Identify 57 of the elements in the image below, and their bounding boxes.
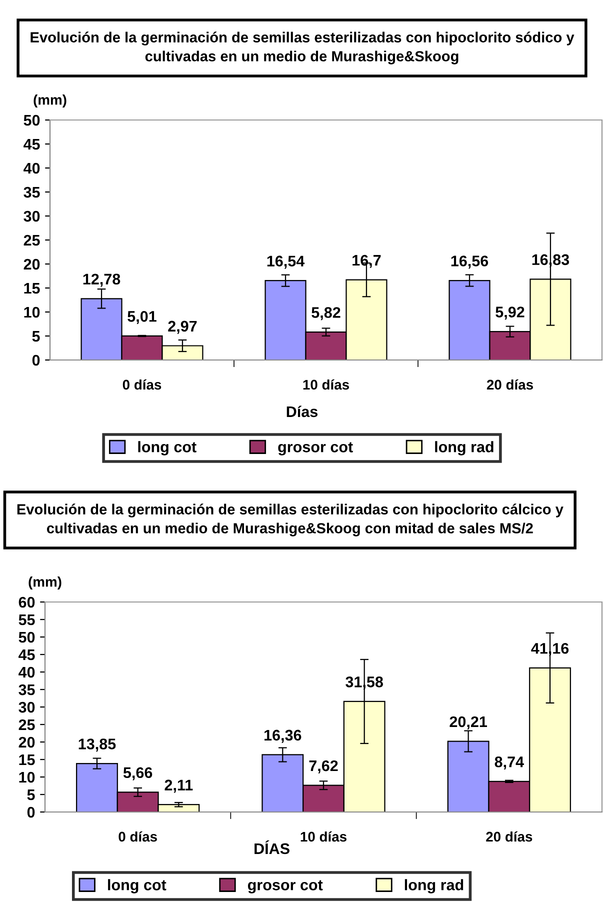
data-label: 2,11 <box>164 780 193 793</box>
y-axis-title: (mm) <box>34 94 66 108</box>
y-tick-label: 30 <box>18 702 35 713</box>
data-label: 16,54 <box>267 256 305 269</box>
data-label: 16,56 <box>451 256 488 269</box>
y-axis-title: (mm) <box>28 576 62 590</box>
y-tick-label: 30 <box>24 210 40 222</box>
x-axis-title: Días <box>286 406 318 418</box>
data-label: 12,78 <box>83 274 120 287</box>
y-tick-label: 40 <box>18 666 35 678</box>
data-label: 20,21 <box>450 716 488 730</box>
x-tick-label: 10 días <box>303 379 349 390</box>
y-tick-label: 35 <box>18 684 35 696</box>
chart-title: Evolución de la germinación de semillas esterilizadas con hipoclorito sódico y cultivadas en un medio de Murashige&Skoog <box>30 32 574 64</box>
y-tick-label: 55 <box>18 614 35 626</box>
y-tick-label: 40 <box>24 162 40 174</box>
data-label: 5,92 <box>496 306 524 320</box>
x-tick-label: 20 días <box>486 379 533 390</box>
y-tick-label: 60 <box>18 596 35 608</box>
x-axis-title: DÍAS <box>254 840 290 854</box>
y-tick-label: 50 <box>24 114 40 126</box>
y-tick-label: 10 <box>19 772 35 783</box>
x-tick-label: 20 días <box>486 831 532 842</box>
legend-label: long rad <box>404 879 464 894</box>
data-label: 16,36 <box>264 730 302 743</box>
y-tick-label: 0 <box>32 354 40 366</box>
x-tick-label: 0 días <box>118 831 157 842</box>
y-tick-label: 15 <box>19 754 35 766</box>
y-tick-label: 35 <box>24 186 40 198</box>
legend-label: long cot <box>108 879 166 894</box>
data-label: 5,82 <box>312 307 340 320</box>
y-tick-label: 5 <box>27 790 35 800</box>
y-tick-label: 20 <box>18 736 35 748</box>
legend-label: grosor cot <box>248 880 323 894</box>
data-label: 2,97 <box>168 320 197 334</box>
y-tick-label: 45 <box>18 650 35 660</box>
chart-title: Evolución de la germinación de semillas esterilizadas con hipoclorito cálcico y cultivadas en un medio de Murashige&Skoog con mitad de sales MS/2 <box>17 504 564 536</box>
y-tick-label: 5 <box>32 331 40 342</box>
data-label: 7,62 <box>309 760 338 774</box>
y-tick-label: 25 <box>18 719 35 730</box>
y-tick-label: 10 <box>24 306 40 318</box>
data-label: 13,85 <box>78 738 116 752</box>
data-label: 8,74 <box>494 756 524 770</box>
legend-label: grosor cot <box>278 442 353 456</box>
y-tick-label: 15 <box>24 283 40 294</box>
y-tick-label: 50 <box>18 632 35 643</box>
x-tick-label: 0 días <box>122 379 162 390</box>
legend-label: long cot <box>138 441 196 456</box>
data-label: 5,66 <box>123 767 152 780</box>
y-tick-label: 20 <box>24 258 40 270</box>
y-tick-label: 25 <box>24 234 40 246</box>
data-label: 16,7 <box>352 254 381 268</box>
legend-label: long rad <box>435 441 494 456</box>
y-tick-label: 45 <box>24 139 40 150</box>
data-label: 5,01 <box>128 311 156 324</box>
x-tick-label: 10 días <box>300 831 346 842</box>
y-tick-label: 0 <box>27 806 35 818</box>
